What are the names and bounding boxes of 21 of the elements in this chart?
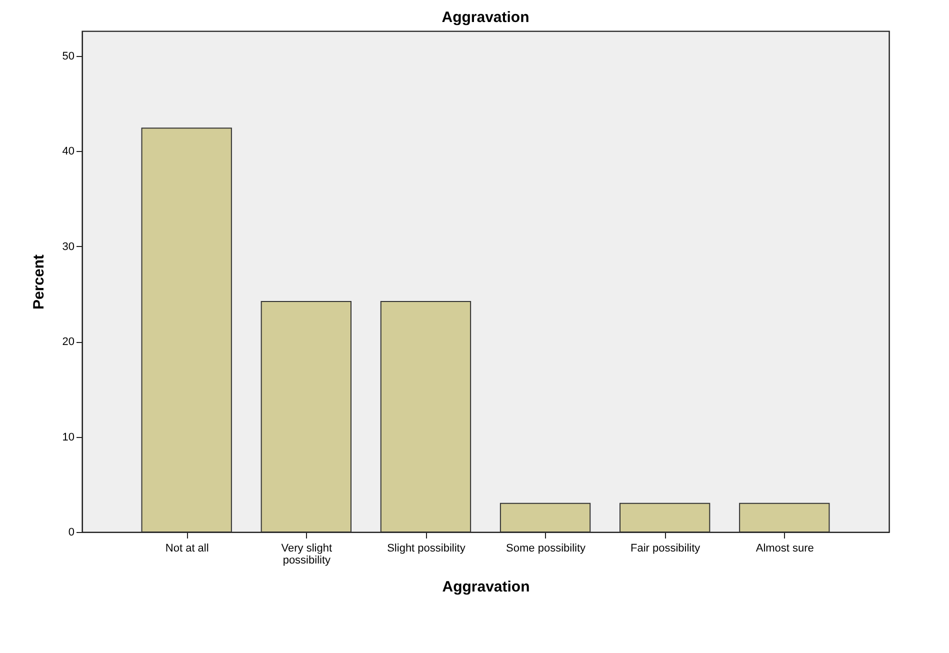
x-tick-label: Some possibility	[506, 542, 586, 554]
y-tick-label: 40	[62, 146, 74, 158]
x-tick-label: Fair possibility	[630, 542, 701, 554]
x-tick-label: Not at all	[165, 542, 209, 554]
bar	[739, 502, 830, 532]
bar	[620, 502, 710, 532]
y-tick-label: 50	[62, 50, 74, 62]
y-tick-label: 10	[62, 431, 74, 444]
x-tick-label: Very slight possibility	[281, 542, 332, 566]
x-tick-label: Almost sure	[756, 542, 814, 554]
y-tick-label: 30	[62, 240, 74, 253]
x-tick-label: Slight possibility	[387, 542, 466, 554]
bar	[260, 301, 352, 532]
bar	[380, 301, 472, 532]
y-tick-label: 0	[68, 526, 74, 538]
chart-title: Aggravation	[442, 9, 530, 26]
bar	[500, 502, 591, 532]
x-axis-title: Aggravation	[442, 578, 530, 596]
y-axis-title: Percent	[30, 254, 48, 310]
bar	[141, 128, 232, 532]
y-tick-label: 20	[62, 336, 74, 348]
